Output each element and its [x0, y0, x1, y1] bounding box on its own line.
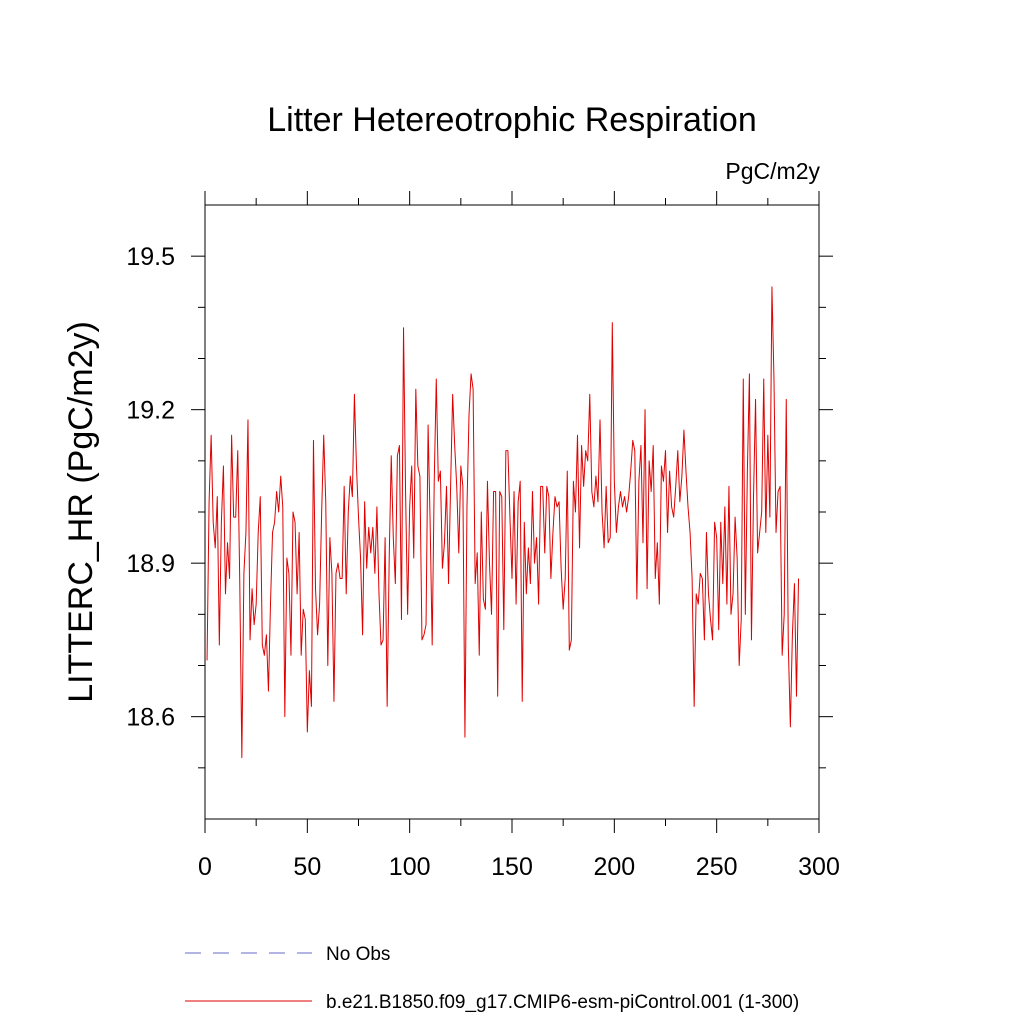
units-label: PgC/m2y: [725, 158, 820, 184]
legend-label-model-run: b.e21.B1850.f09_g17.CMIP6-esm-piControl.…: [326, 992, 799, 1013]
x-tick-label: 250: [696, 853, 738, 881]
y-tick-label: 18.9: [126, 550, 175, 578]
x-tick-label: 200: [593, 853, 635, 881]
axis-ticks: [191, 191, 833, 833]
plot-frame: [204, 204, 820, 820]
axis-tick-labels: 0 50 100 150 200 250 300 18.6 18.9 19.2 19.5: [126, 243, 840, 881]
x-tick-label: 100: [389, 853, 431, 881]
y-axis-label: LITTERC_HR (PgC/m2y): [62, 321, 100, 703]
y-tick-label: 19.5: [126, 243, 175, 271]
legend: No Obs b.e21.B1850.f09_g17.CMIP6-esm-piC…: [185, 944, 799, 1013]
legend-label-no-obs: No Obs: [326, 944, 390, 965]
chart-title: Litter Hetereotrophic Respiration: [267, 101, 756, 139]
x-tick-label: 300: [798, 853, 840, 881]
y-tick-label: 18.6: [126, 704, 175, 732]
x-tick-label: 50: [293, 853, 321, 881]
series-layer: [206, 286, 800, 759]
y-tick-label: 19.2: [126, 397, 175, 425]
series-line-model-run: [206, 286, 800, 759]
x-tick-label: 150: [491, 853, 533, 881]
x-tick-label: 0: [198, 853, 212, 881]
